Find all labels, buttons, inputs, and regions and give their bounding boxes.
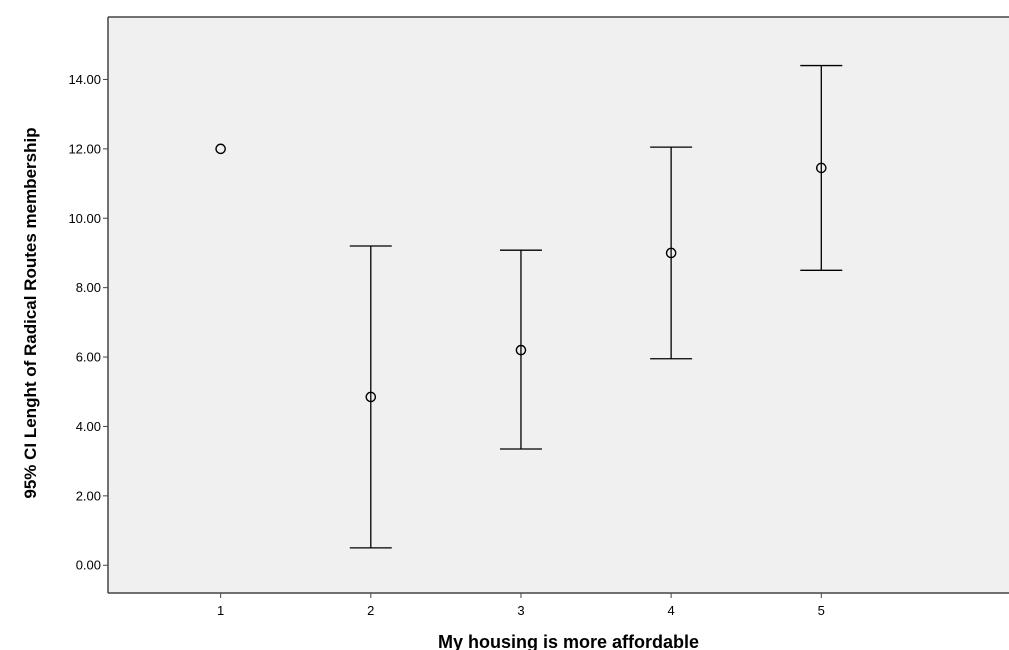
y-tick-label: 8.00 bbox=[76, 280, 101, 295]
x-tick-label: 1 bbox=[217, 603, 224, 618]
x-tick-label: 2 bbox=[367, 603, 374, 618]
mean-point-5 bbox=[815, 162, 827, 174]
y-tick-label: 14.00 bbox=[68, 72, 101, 87]
y-tick-label: 6.00 bbox=[76, 350, 101, 365]
y-tick-label: 0.00 bbox=[76, 558, 101, 573]
y-tick-label: 12.00 bbox=[68, 141, 101, 156]
y-axis-title: 95% CI Lenght of Radical Routes membersh… bbox=[21, 127, 40, 498]
data-marks bbox=[215, 64, 843, 549]
x-tick-label: 5 bbox=[818, 603, 825, 618]
y-tick-label: 10.00 bbox=[68, 211, 101, 226]
mean-point-3 bbox=[515, 344, 527, 356]
mean-point-1 bbox=[215, 143, 226, 155]
x-tick-label: 4 bbox=[668, 603, 675, 618]
x-axis-title: My housing is more affordable bbox=[438, 632, 699, 650]
x-tick-label: 3 bbox=[517, 603, 524, 618]
plot-area bbox=[108, 17, 1009, 593]
y-axis: 0.00 2.00 4.00 6.00 8.00 10.00 12.00 14.00 bbox=[68, 17, 109, 593]
x-axis: 1 2 3 4 5 bbox=[108, 592, 1009, 618]
y-tick-label: 2.00 bbox=[76, 488, 101, 503]
mean-point-4 bbox=[665, 247, 677, 259]
mean-point-2 bbox=[365, 391, 377, 403]
y-tick-label: 4.00 bbox=[76, 419, 101, 434]
